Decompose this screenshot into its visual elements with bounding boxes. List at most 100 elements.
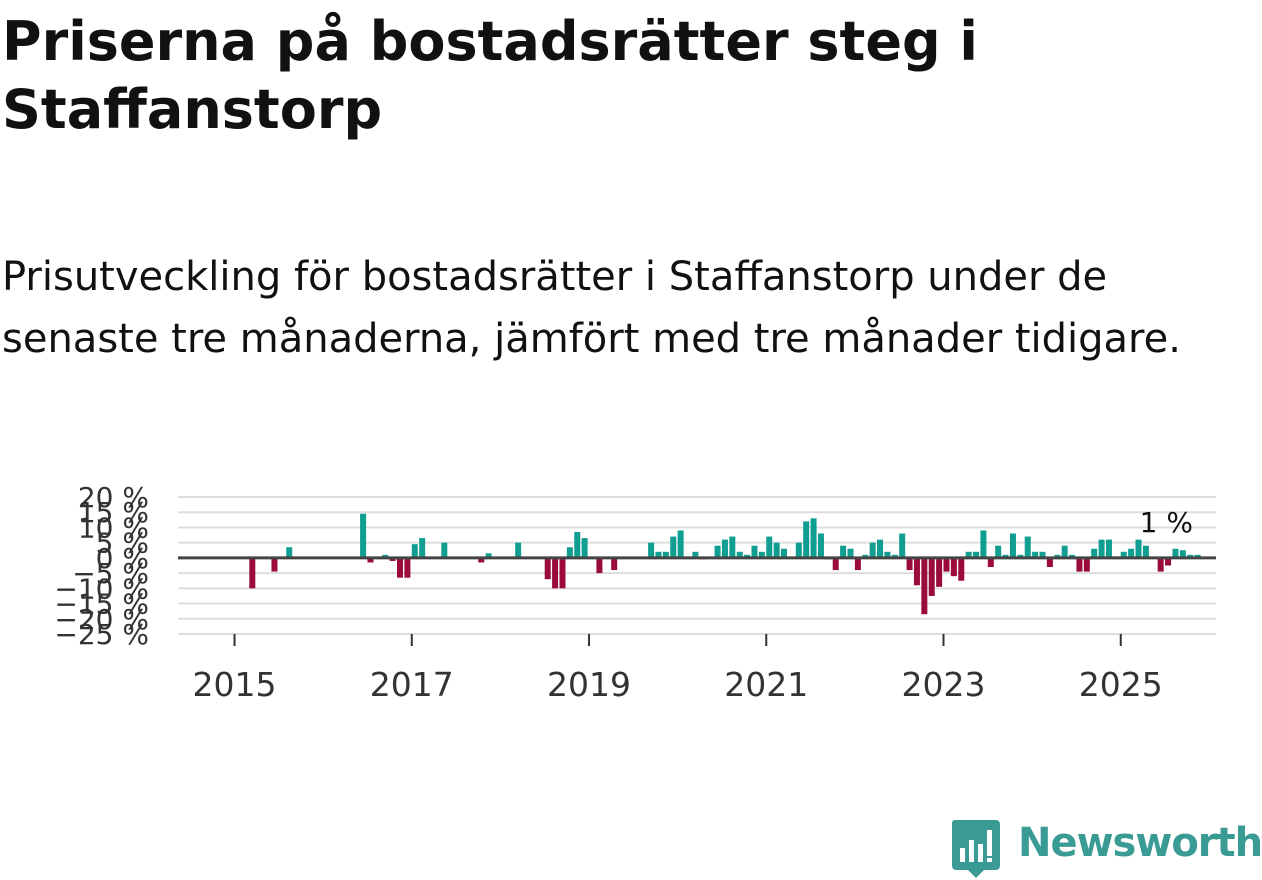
bar <box>1142 545 1149 558</box>
bar <box>559 557 566 589</box>
bar <box>744 554 751 558</box>
bar <box>810 518 817 558</box>
bar <box>847 548 854 558</box>
newsworthy-logo-text: Newsworthy <box>1018 820 1262 866</box>
chart-title: Priserna på bostadsrätter steg i Staffan… <box>2 10 978 141</box>
bar <box>965 551 972 558</box>
bar <box>906 557 913 571</box>
bar <box>544 557 551 580</box>
bar <box>1032 551 1039 558</box>
bar <box>854 557 861 571</box>
bar <box>773 542 780 558</box>
x-tick-label: 2019 <box>547 665 631 700</box>
y-tick-label: 5 % <box>96 527 149 560</box>
bar <box>566 547 573 558</box>
bar <box>736 551 743 558</box>
x-axis-ticks: 2015 2017 2019 2021 2023 2025 <box>193 634 1163 700</box>
bar <box>1083 557 1090 572</box>
bar <box>995 545 1002 558</box>
bar <box>1039 551 1046 558</box>
bar <box>980 530 987 558</box>
bar <box>840 545 847 558</box>
bar-chart: 20 %15 %10 %5 %0 %−5 %−10 %−15 %−20 %−25… <box>54 481 1216 700</box>
bar <box>485 553 492 558</box>
bar <box>928 557 935 596</box>
chart-subtitle: Prisutveckling för bostadsrätter i Staff… <box>2 254 1181 362</box>
y-tick-label: −5 % <box>72 557 149 590</box>
bar <box>389 557 396 561</box>
bar <box>729 536 736 558</box>
y-tick-label: 10 % <box>78 511 149 544</box>
bar <box>670 536 677 558</box>
bar <box>677 530 684 558</box>
bar <box>692 551 699 558</box>
bar <box>987 557 994 568</box>
bar <box>441 542 448 558</box>
bar <box>648 542 655 558</box>
bar <box>766 536 773 558</box>
bar <box>367 557 374 563</box>
bar <box>1091 548 1098 558</box>
bar <box>1054 554 1061 558</box>
y-tick-label: 15 % <box>78 496 149 529</box>
bar <box>869 542 876 558</box>
bar <box>404 557 411 578</box>
bar <box>419 538 426 558</box>
bar <box>950 557 957 577</box>
bar <box>862 554 869 558</box>
bar <box>1061 545 1068 558</box>
bar <box>714 545 721 558</box>
latest-value-label: 1 % <box>1140 506 1193 539</box>
bar <box>249 557 256 589</box>
x-tick-label: 2023 <box>902 665 986 700</box>
bar <box>721 539 728 558</box>
bar <box>478 557 485 563</box>
bar <box>581 538 588 558</box>
bar <box>1157 557 1164 572</box>
bar <box>884 551 891 558</box>
bar <box>1179 550 1186 558</box>
bar <box>1120 551 1127 558</box>
bar <box>936 557 943 587</box>
bar <box>899 533 906 558</box>
bar <box>958 557 965 581</box>
bar <box>795 542 802 558</box>
bar <box>803 521 810 558</box>
bar <box>758 551 765 558</box>
bar <box>382 554 389 558</box>
newsworthy-logo-icon <box>951 820 1000 878</box>
bar <box>1002 554 1009 558</box>
x-tick-label: 2015 <box>193 665 277 700</box>
bar <box>596 557 603 574</box>
x-tick-label: 2025 <box>1079 665 1163 700</box>
bar <box>411 544 418 558</box>
bar <box>781 548 788 558</box>
bar <box>1076 557 1083 572</box>
bar <box>943 557 950 572</box>
bar <box>1194 554 1201 558</box>
bar <box>662 551 669 558</box>
bar <box>817 533 824 558</box>
bar <box>1098 539 1105 558</box>
bar <box>1172 548 1179 558</box>
bar <box>1165 557 1172 566</box>
bar <box>397 557 404 578</box>
bars <box>249 513 1201 615</box>
bar <box>286 547 293 558</box>
y-axis-ticks: 20 %15 %10 %5 %0 %−5 %−10 %−15 %−20 %−25… <box>54 481 149 651</box>
x-tick-label: 2017 <box>370 665 454 700</box>
bar <box>1009 533 1016 558</box>
y-tick-label: −10 % <box>54 572 149 605</box>
bar <box>552 557 559 589</box>
bar <box>1128 548 1135 558</box>
bar <box>515 542 522 558</box>
y-tick-label: −20 % <box>54 603 149 636</box>
bar <box>271 557 278 572</box>
bar <box>360 513 367 558</box>
bar <box>913 557 920 586</box>
bar <box>655 551 662 558</box>
bar <box>877 539 884 558</box>
bar <box>1187 554 1194 558</box>
bar <box>751 545 758 558</box>
bar <box>1017 554 1024 558</box>
